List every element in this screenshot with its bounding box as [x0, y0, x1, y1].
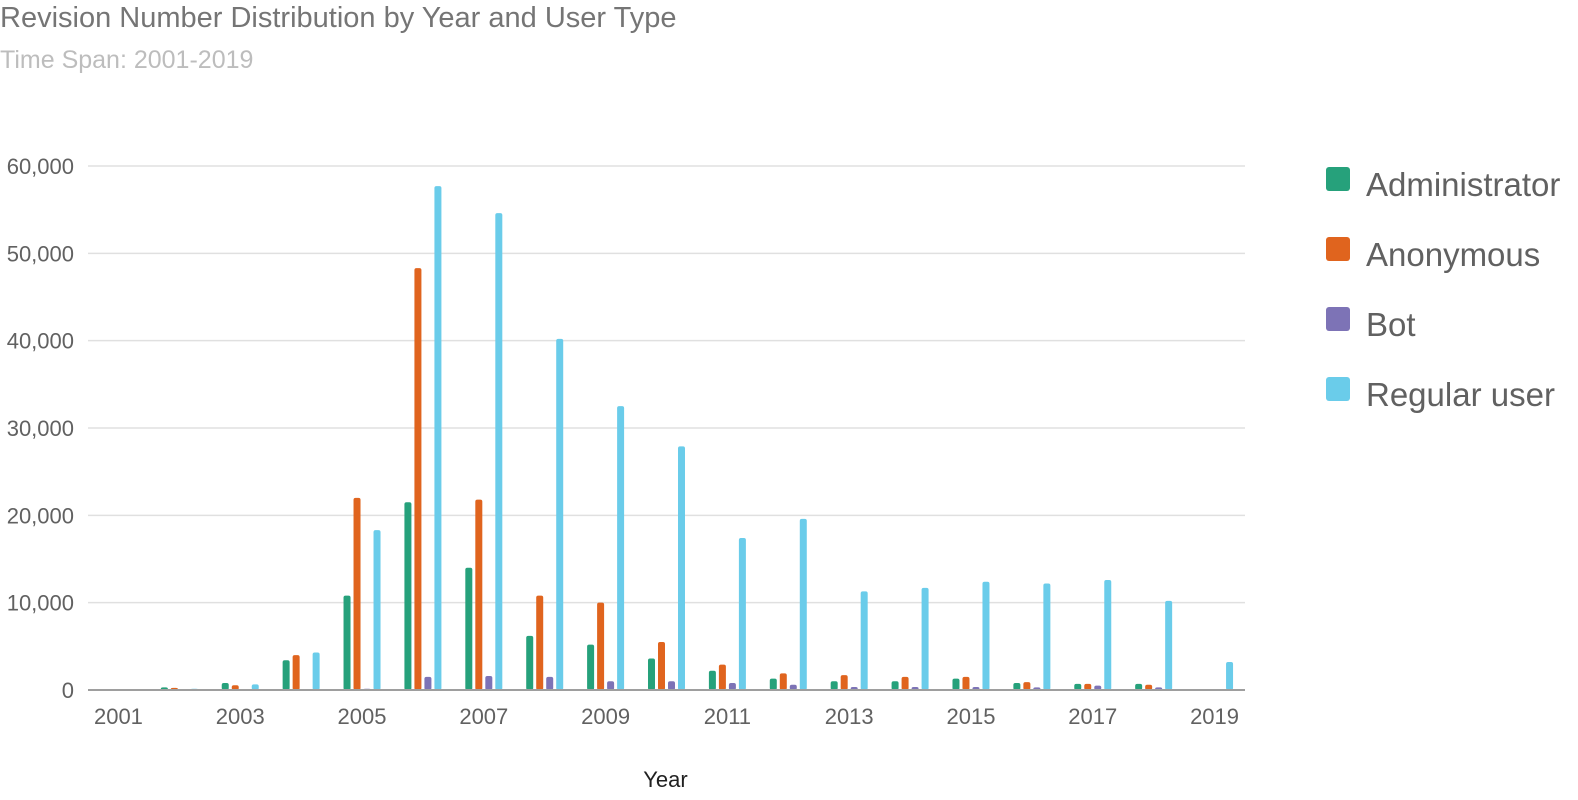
legend-label: Anonymous — [1366, 236, 1541, 273]
y-tick-label: 40,000 — [7, 329, 74, 354]
bar-administrator-2013 — [830, 681, 838, 690]
bar-anonymous-2009 — [597, 602, 605, 690]
bar-regular-user-2019 — [1226, 662, 1234, 690]
x-tick-label: 2019 — [1190, 704, 1239, 729]
bar-regular-user-2004 — [312, 652, 320, 690]
bar-bot-2017 — [1094, 685, 1102, 690]
x-tick-label: 2013 — [825, 704, 874, 729]
bar-administrator-2017 — [1074, 683, 1082, 690]
bar-anonymous-2013 — [840, 675, 848, 690]
legend-swatch — [1326, 167, 1350, 191]
x-tick-label: 2011 — [704, 704, 751, 729]
x-axis-title: Year — [643, 767, 687, 792]
bar-regular-user-2010 — [678, 446, 685, 690]
bar-anonymous-2016 — [1023, 682, 1031, 690]
bar-administrator-2008 — [526, 635, 534, 690]
bar-regular-user-2011 — [738, 538, 746, 690]
x-tick-label: 2003 — [216, 704, 265, 729]
bar-administrator-2003 — [221, 683, 229, 690]
bar-anonymous-2006 — [414, 268, 422, 690]
legend-swatch — [1326, 377, 1350, 401]
y-tick-label: 10,000 — [7, 591, 74, 616]
chart-title: Revision Number Distribution by Year and… — [0, 2, 677, 34]
bar-regular-user-2008 — [556, 338, 564, 690]
y-tick-label: 60,000 — [7, 154, 74, 179]
bar-anonymous-2017 — [1084, 683, 1092, 690]
bar-anonymous-2003 — [231, 685, 239, 690]
bar-administrator-2006 — [404, 502, 412, 690]
bar-bot-2010 — [668, 681, 675, 690]
bar-bot-2006 — [424, 676, 432, 690]
x-tick-label: 2009 — [581, 704, 630, 729]
bar-administrator-2018 — [1135, 683, 1143, 690]
bar-bot-2011 — [728, 683, 736, 690]
bar-anonymous-2015 — [962, 676, 970, 690]
bar-regular-user-2007 — [495, 213, 503, 690]
bar-anonymous-2014 — [901, 676, 909, 690]
bar-administrator-2011 — [708, 670, 716, 690]
gridlines — [88, 165, 1245, 604]
bar-administrator-2016 — [1013, 683, 1021, 690]
x-axis-ticks: 2001 2003 2005 2007 2009 2011 2013 2015 2017 2019 — [94, 704, 1239, 729]
y-axis-ticks: 0 10,000 20,000 30,000 40,000 50,000 60,000 — [7, 154, 74, 703]
bar-regular-user-2006 — [434, 186, 442, 690]
bar-regular-user-2017 — [1104, 579, 1112, 690]
bar-regular-user-2003 — [251, 684, 259, 690]
bar-regular-user-2014 — [921, 587, 929, 690]
bar-regular-user-2005 — [373, 530, 381, 690]
bar-anonymous-2004 — [292, 655, 300, 690]
bar-regular-user-2018 — [1165, 600, 1173, 690]
bar-anonymous-2010 — [658, 641, 665, 690]
x-tick-label: 2007 — [459, 704, 508, 729]
bar-bot-2008 — [546, 676, 554, 690]
bar-administrator-2005 — [343, 595, 351, 690]
bar-anonymous-2018 — [1145, 684, 1153, 690]
legend-label: Administrator — [1366, 166, 1561, 203]
bar-bot-2007 — [485, 676, 493, 690]
bars — [99, 186, 1234, 690]
bar-regular-user-2012 — [799, 518, 807, 690]
bar-administrator-2014 — [891, 681, 899, 690]
bar-administrator-2012 — [769, 678, 777, 690]
bar-administrator-2007 — [465, 567, 473, 690]
bar-administrator-2004 — [282, 660, 290, 690]
bar-anonymous-2005 — [353, 497, 361, 690]
x-tick-label: 2017 — [1068, 704, 1117, 729]
bar-anonymous-2012 — [779, 673, 787, 690]
bar-chart: 0 10,000 20,000 30,000 40,000 50,000 60,000 20… — [7, 154, 1245, 792]
bar-bot-2012 — [789, 684, 797, 690]
x-tick-label: 2001 — [94, 704, 143, 729]
bar-regular-user-2009 — [617, 406, 625, 690]
bar-regular-user-2016 — [1043, 583, 1051, 690]
y-tick-label: 20,000 — [7, 503, 74, 528]
x-tick-label: 2005 — [338, 704, 387, 729]
legend-swatch — [1326, 307, 1350, 331]
legend-label: Regular user — [1366, 376, 1555, 413]
y-tick-label: 0 — [62, 678, 74, 703]
chart-subtitle: Time Span: 2001-2019 — [0, 46, 254, 74]
bar-anonymous-2008 — [536, 595, 544, 690]
bar-regular-user-2015 — [982, 581, 990, 690]
y-tick-label: 50,000 — [7, 241, 74, 266]
bar-regular-user-2013 — [860, 591, 868, 690]
legend-swatch — [1326, 237, 1350, 261]
bar-anonymous-2011 — [718, 664, 726, 690]
bar-administrator-2009 — [587, 644, 595, 690]
x-tick-label: 2015 — [946, 704, 995, 729]
bar-bot-2009 — [607, 681, 615, 690]
bar-administrator-2015 — [952, 678, 960, 690]
y-tick-label: 30,000 — [7, 416, 74, 441]
bar-anonymous-2007 — [475, 499, 483, 690]
bar-administrator-2010 — [648, 658, 655, 690]
legend-label: Bot — [1366, 306, 1416, 343]
